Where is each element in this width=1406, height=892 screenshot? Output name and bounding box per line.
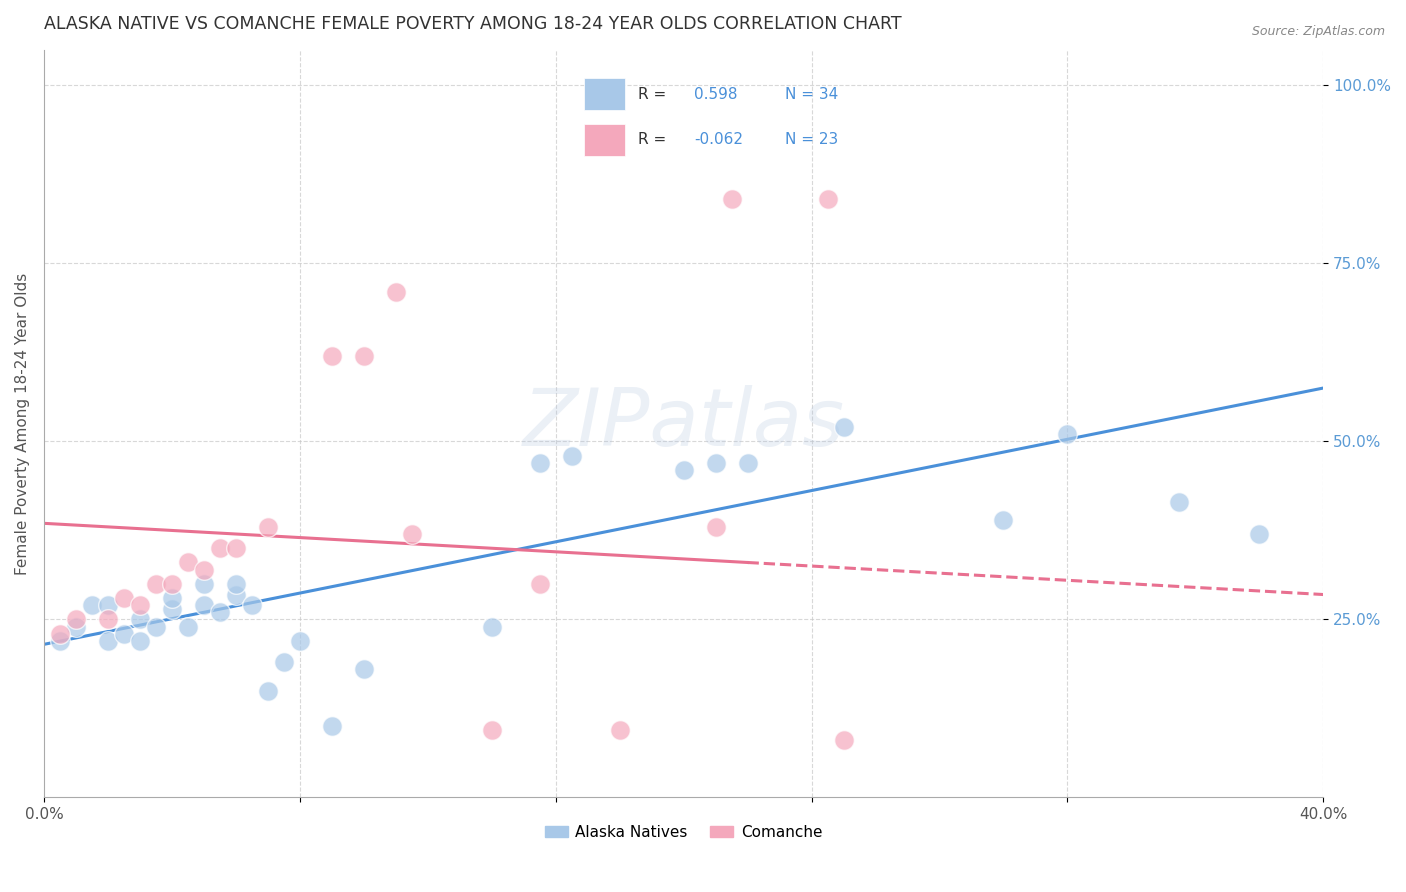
Point (817, 192, 839, 206)
Point (273, 655, 295, 669)
Point (832, 733, 855, 747)
Point (672, 463, 695, 477)
Point (256, 520, 278, 534)
Text: Source: ZipAtlas.com: Source: ZipAtlas.com (1251, 25, 1385, 38)
Point (529, 577, 551, 591)
Point (609, 723, 631, 737)
Point (128, 598, 150, 612)
Text: ZIPatlas: ZIPatlas (523, 384, 845, 463)
Point (1168, 495, 1191, 509)
Point (353, 349, 375, 363)
Point (321, 719, 343, 733)
Point (720, 192, 742, 206)
Text: ALASKA NATIVE VS COMANCHE FEMALE POVERTY AMONG 18-24 YEAR OLDS CORRELATION CHART: ALASKA NATIVE VS COMANCHE FEMALE POVERTY… (44, 15, 901, 33)
Point (65, 619, 87, 633)
Point (993, 513, 1015, 527)
Point (321, 349, 343, 363)
Point (160, 601, 183, 615)
Point (112, 626, 135, 640)
Point (481, 723, 503, 737)
Point (704, 520, 727, 534)
Point (208, 605, 231, 619)
Point (529, 456, 551, 470)
Point (240, 598, 263, 612)
Point (160, 591, 183, 605)
Point (737, 456, 759, 470)
Point (160, 577, 183, 591)
Point (225, 588, 247, 602)
Point (193, 563, 215, 577)
Point (49, 633, 72, 648)
Point (97, 633, 120, 648)
Point (145, 577, 167, 591)
Point (1249, 527, 1271, 541)
Point (401, 527, 423, 541)
Point (97, 598, 120, 612)
Point (97, 612, 120, 626)
Point (177, 556, 200, 570)
Point (128, 612, 150, 626)
Point (704, 456, 727, 470)
Point (832, 420, 855, 434)
Point (288, 633, 311, 648)
Point (225, 577, 247, 591)
Point (193, 577, 215, 591)
Point (177, 619, 200, 633)
Point (384, 285, 406, 299)
Point (145, 619, 167, 633)
Point (80, 598, 103, 612)
Point (256, 683, 278, 698)
Point (353, 662, 375, 676)
Point (208, 541, 231, 556)
Point (128, 633, 150, 648)
Point (561, 449, 583, 463)
Point (1056, 427, 1078, 442)
Legend: Alaska Natives, Comanche: Alaska Natives, Comanche (538, 819, 828, 846)
Point (65, 612, 87, 626)
Point (112, 591, 135, 605)
Point (481, 619, 503, 633)
Point (193, 598, 215, 612)
Point (225, 541, 247, 556)
Point (49, 626, 72, 640)
Y-axis label: Female Poverty Among 18-24 Year Olds: Female Poverty Among 18-24 Year Olds (15, 273, 30, 574)
